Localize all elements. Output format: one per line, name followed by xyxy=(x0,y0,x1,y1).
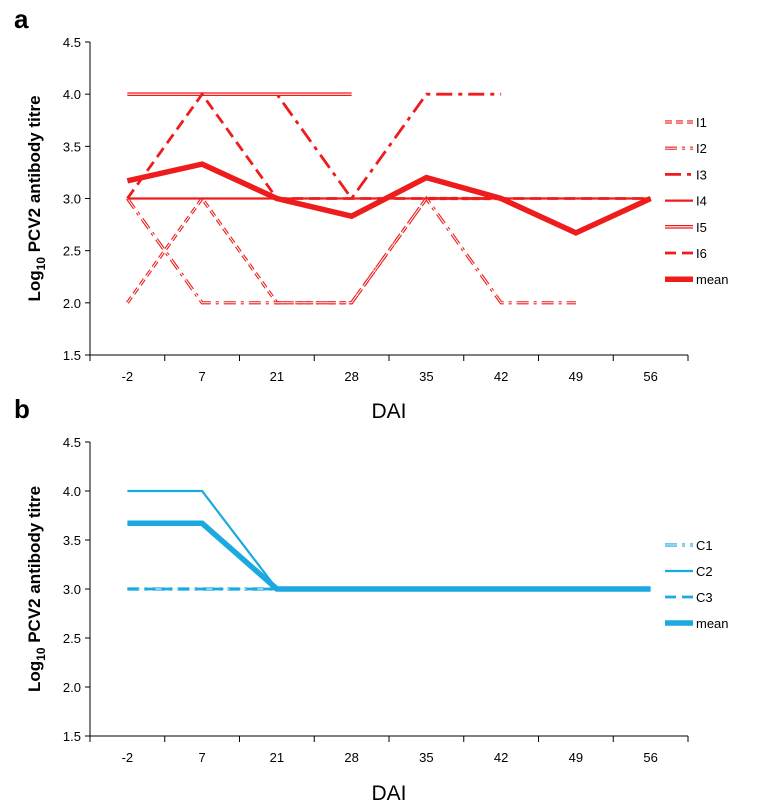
series-line-mean xyxy=(127,520,651,592)
series-mean xyxy=(127,520,651,592)
x-tick-label: 42 xyxy=(494,369,508,384)
series-C2 xyxy=(127,489,651,591)
x-tick-label: 21 xyxy=(270,750,284,765)
legend-label: C3 xyxy=(696,590,713,605)
y-tick-label: 1.5 xyxy=(63,348,81,363)
legend-label: I1 xyxy=(696,115,707,130)
y-tick-label: 3.5 xyxy=(63,533,81,548)
x-tick-label: 7 xyxy=(199,750,206,765)
series-line-I2 xyxy=(126,197,576,304)
series-line-C2 xyxy=(127,489,651,591)
x-tick-label: 28 xyxy=(344,750,358,765)
x-tick-label: 35 xyxy=(419,750,433,765)
y-tick-label: 2.0 xyxy=(63,296,81,311)
legend-item-mean: mean xyxy=(665,616,729,631)
y-tick-label: 2.5 xyxy=(63,244,81,259)
y-tick-label: 4.5 xyxy=(63,435,81,450)
x-tick-label: 21 xyxy=(270,369,284,384)
legend-label: I5 xyxy=(696,220,707,235)
x-tick-label: 35 xyxy=(419,369,433,384)
x-tick-label: 42 xyxy=(494,750,508,765)
series-line-I1 xyxy=(126,197,502,304)
legend-label: I4 xyxy=(696,194,707,209)
x-axis-title: DAI xyxy=(371,782,406,805)
legend-item-I1: I1 xyxy=(665,115,707,130)
legend-item-I3: I3 xyxy=(665,167,707,182)
series-line-I6 xyxy=(126,91,651,200)
legend-label: I2 xyxy=(696,141,707,156)
x-tick-label: 28 xyxy=(344,369,358,384)
legend-item-I5: I5 xyxy=(665,220,707,235)
series-I6 xyxy=(126,91,651,200)
y-tick-label: 4.5 xyxy=(63,35,81,50)
y-axis-title: Log10 PCV2 antibody titre xyxy=(25,95,48,301)
panel-label: a xyxy=(14,4,29,34)
series-line-I1 xyxy=(126,195,502,305)
series-mean xyxy=(126,161,652,236)
legend-label: I3 xyxy=(696,167,707,182)
y-axis-title: Log10 PCV2 antibody titre xyxy=(25,486,48,692)
series-I3 xyxy=(127,92,502,201)
legend-label: mean xyxy=(696,272,729,287)
legend-label: C2 xyxy=(696,564,713,579)
legend-label: C1 xyxy=(696,538,713,553)
series-I2 xyxy=(126,195,576,305)
y-tick-label: 3.0 xyxy=(63,582,81,597)
x-tick-label: 49 xyxy=(569,369,583,384)
legend-item-mean: mean xyxy=(665,272,729,287)
series-I1 xyxy=(126,195,502,305)
legend-item-I4: I4 xyxy=(665,194,707,209)
legend-label: mean xyxy=(696,616,729,631)
y-tick-label: 4.0 xyxy=(63,87,81,102)
chart-panel-b: b 1.5 2.0 2.5 3.0 3.5 4.0 4.5 -2 7 21 28 35 42 49 56 DAI… xyxy=(14,394,729,805)
legend-item-C3: C3 xyxy=(665,590,713,605)
y-tick-label: 4.0 xyxy=(63,484,81,499)
legend-item-C1: C1 xyxy=(665,538,713,553)
chart-panel-a: a 1.5 2.0 2.5 3.0 3.5 4.0 4.5 -2 7 21 28 35 42 49 56 DAI… xyxy=(14,4,729,423)
legend-label: I6 xyxy=(696,246,707,261)
x-tick-label: -2 xyxy=(122,750,134,765)
legend-item-I2: I2 xyxy=(665,141,707,156)
series-line-I3 xyxy=(127,92,502,201)
x-tick-label: 56 xyxy=(643,369,657,384)
y-tick-label: 2.5 xyxy=(63,631,81,646)
x-axis-title: DAI xyxy=(371,400,406,423)
x-tick-label: 7 xyxy=(199,369,206,384)
series-line-mean xyxy=(126,161,652,236)
y-tick-label: 1.5 xyxy=(63,729,81,744)
legend-item-C2: C2 xyxy=(665,564,713,579)
legend-item-I6: I6 xyxy=(665,246,707,261)
panel-label: b xyxy=(14,394,30,424)
x-tick-label: 56 xyxy=(643,750,657,765)
x-tick-label: -2 xyxy=(122,369,134,384)
x-tick-label: 49 xyxy=(569,750,583,765)
y-tick-label: 3.5 xyxy=(63,139,81,154)
y-tick-label: 3.0 xyxy=(63,192,81,207)
y-tick-label: 2.0 xyxy=(63,680,81,695)
